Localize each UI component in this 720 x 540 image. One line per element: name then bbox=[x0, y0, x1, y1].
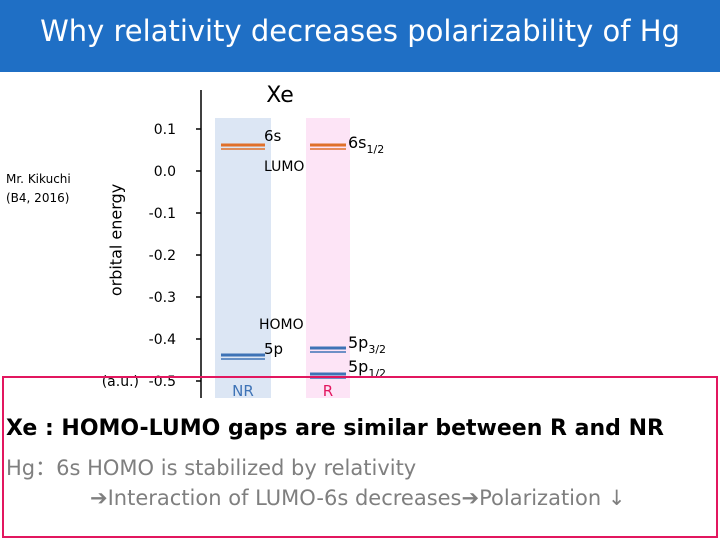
nr-column-label: NR bbox=[232, 382, 254, 400]
r-5p1-name: 5p bbox=[348, 357, 368, 376]
summary-hg: Hg：6s HOMO is stabilized by relativity bbox=[6, 456, 417, 480]
r-6s-level bbox=[310, 143, 346, 150]
r-6s-sub: 1/2 bbox=[367, 143, 385, 156]
right-arrow-icon-2: ➔ bbox=[461, 486, 480, 510]
author-date: (B4, 2016) bbox=[6, 191, 70, 205]
summary-xe: Xe : HOMO-LUMO gaps are similar between … bbox=[6, 416, 664, 441]
lumo-label: LUMO bbox=[264, 159, 304, 175]
r-5p3-name: 5p bbox=[348, 333, 368, 352]
author-note: Mr. Kikuchi (B4, 2016) bbox=[6, 170, 71, 208]
nr-5p-level bbox=[221, 353, 265, 360]
page-title: Why relativity decreases polarizability … bbox=[40, 14, 680, 48]
homo-label: HOMO bbox=[259, 317, 304, 333]
nr-6s-label: 6s bbox=[264, 127, 282, 145]
nr-5p-label: 5p bbox=[264, 340, 283, 358]
r-5p3-sub: 3/2 bbox=[368, 343, 386, 356]
nr-column-band bbox=[215, 118, 271, 398]
r-6s-label: 6s1/2 bbox=[348, 133, 384, 156]
r-5p3-level bbox=[310, 346, 346, 353]
title-bar bbox=[0, 0, 720, 72]
summary-polarization: Polarization ↓ bbox=[479, 486, 626, 510]
unit-label: (a.u.) bbox=[102, 374, 139, 390]
y-axis-ticks bbox=[196, 128, 201, 382]
r-6s-name: 6s bbox=[348, 133, 367, 152]
r-5p1-level bbox=[310, 372, 346, 379]
tick-label-neg0.5: -0.5 bbox=[149, 374, 176, 390]
right-arrow-icon: ➔ bbox=[90, 486, 108, 510]
summary-box bbox=[2, 376, 718, 538]
tick-label-neg0.3: -0.3 bbox=[149, 290, 176, 306]
tick-label-neg0.2: -0.2 bbox=[149, 248, 176, 264]
tick-label-0.1: 0.1 bbox=[154, 122, 176, 138]
r-column-band bbox=[306, 118, 350, 398]
tick-label-neg0.4: -0.4 bbox=[149, 332, 176, 348]
r-column-label: R bbox=[323, 382, 333, 400]
r-5p3-label: 5p3/2 bbox=[348, 333, 386, 356]
summary-hg-consequence: ➔Interaction of LUMO-6s decreases➔Polari… bbox=[90, 486, 625, 510]
author-name: Mr. Kikuchi bbox=[6, 172, 71, 186]
tick-label-neg0.1: -0.1 bbox=[149, 206, 176, 222]
nr-6s-level bbox=[221, 143, 265, 150]
tick-label-0.0: 0.0 bbox=[154, 164, 176, 180]
summary-interaction: Interaction of LUMO-6s decreases bbox=[107, 486, 462, 510]
element-label: Xe bbox=[266, 83, 294, 108]
